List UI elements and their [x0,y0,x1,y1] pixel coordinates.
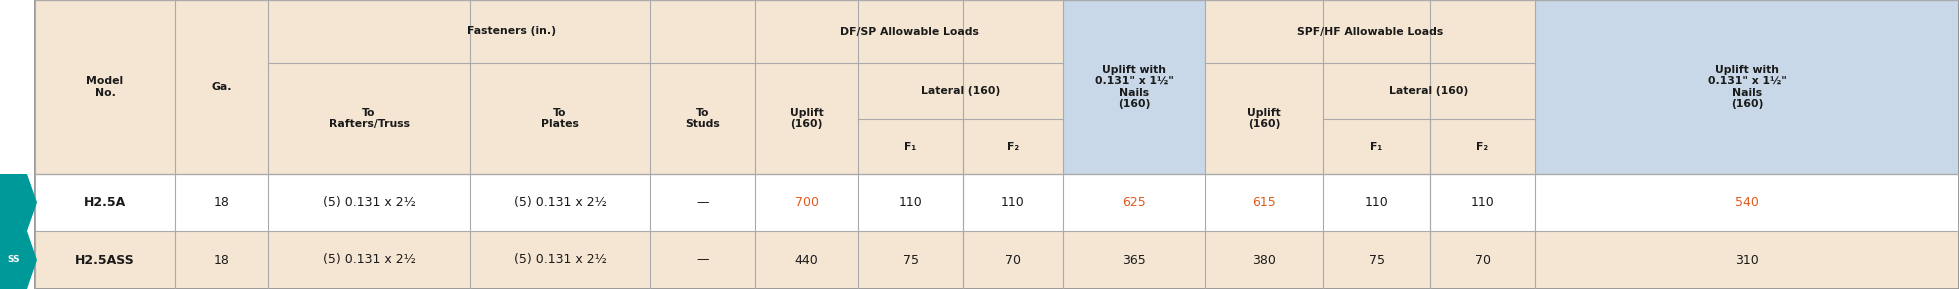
Text: (5) 0.131 x 2½: (5) 0.131 x 2½ [513,196,607,209]
Text: 110: 110 [1471,196,1495,209]
Text: Uplift with
0.131" x 1½"
Nails
(160): Uplift with 0.131" x 1½" Nails (160) [1095,65,1173,110]
Text: DF/SP Allowable Loads: DF/SP Allowable Loads [840,27,978,36]
Text: To
Rafters/Truss: To Rafters/Truss [329,108,409,129]
Text: SPF/HF Allowable Loads: SPF/HF Allowable Loads [1297,27,1444,36]
Text: Uplift with
0.131" x 1½"
Nails
(160): Uplift with 0.131" x 1½" Nails (160) [1708,65,1787,110]
Polygon shape [0,174,37,231]
Bar [35,174,1959,231]
Text: F₁: F₁ [1371,142,1383,151]
Text: Lateral (160): Lateral (160) [1389,86,1469,96]
Bar [35,0,1959,174]
Text: 110: 110 [1001,196,1025,209]
Text: 625: 625 [1123,196,1146,209]
Text: 700: 700 [795,196,819,209]
Text: SS: SS [8,255,20,264]
Bar [1536,0,1959,174]
Text: 540: 540 [1736,196,1759,209]
Text: Uplift
(160): Uplift (160) [1248,108,1281,129]
Text: 75: 75 [903,253,919,266]
Text: H2.5ASS: H2.5ASS [74,253,135,266]
Text: F₁: F₁ [905,142,917,151]
Text: (5) 0.131 x 2½: (5) 0.131 x 2½ [323,253,415,266]
Text: 380: 380 [1252,253,1275,266]
Text: Lateral (160): Lateral (160) [921,86,1001,96]
Text: Uplift
(160): Uplift (160) [789,108,823,129]
Text: H2.5A: H2.5A [84,196,125,209]
Polygon shape [0,231,37,289]
Text: 70: 70 [1005,253,1021,266]
Text: 110: 110 [899,196,923,209]
Text: —: — [695,253,709,266]
Text: Ga.: Ga. [212,82,231,92]
Text: —: — [695,196,709,209]
Text: To
Studs: To Studs [686,108,719,129]
Text: 615: 615 [1252,196,1275,209]
Text: F₂: F₂ [1007,142,1019,151]
Bar [1064,0,1205,174]
Text: 18: 18 [214,196,229,209]
Text: 70: 70 [1475,253,1491,266]
Text: F₂: F₂ [1477,142,1489,151]
Text: (5) 0.131 x 2½: (5) 0.131 x 2½ [323,196,415,209]
Text: To
Plates: To Plates [541,108,580,129]
Text: 75: 75 [1369,253,1385,266]
Text: (5) 0.131 x 2½: (5) 0.131 x 2½ [513,253,607,266]
Text: Fasteners (in.): Fasteners (in.) [466,27,556,36]
Text: 365: 365 [1123,253,1146,266]
Text: 18: 18 [214,253,229,266]
Text: Model
No.: Model No. [86,76,123,98]
Text: 440: 440 [795,253,819,266]
Text: 110: 110 [1365,196,1389,209]
Text: 310: 310 [1736,253,1759,266]
Bar [35,231,1959,289]
